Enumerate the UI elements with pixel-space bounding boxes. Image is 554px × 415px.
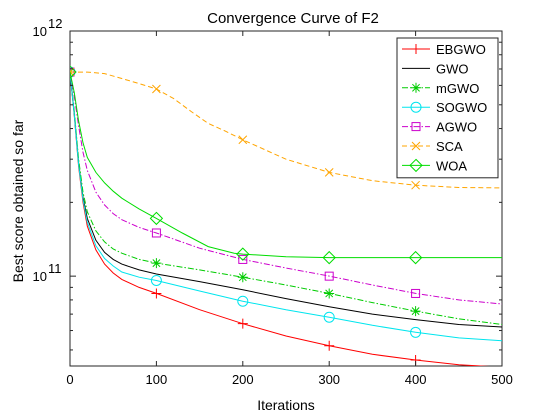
legend-entry-mgwo: mGWO [402, 81, 479, 96]
legend-label-woa: WOA [436, 158, 467, 173]
series-agwo [70, 67, 502, 305]
x-axis-label: Iterations [257, 397, 315, 413]
x-tick-label-400: 400 [405, 372, 427, 387]
marker-ebgwo-300 [324, 340, 335, 351]
series-line-agwo [70, 72, 502, 305]
x-tick-label-100: 100 [146, 372, 168, 387]
marker-woa-0 [70, 65, 77, 79]
marker-sogwo-400 [410, 326, 422, 338]
legend-entry-agwo: AGWO [402, 120, 477, 135]
marker-sogwo-200 [237, 295, 249, 307]
marker-ebgwo-200 [237, 318, 248, 329]
x-tick-label-300: 300 [318, 372, 340, 387]
legend-entry-sca: SCA [402, 139, 463, 154]
chart-title: Convergence Curve of F2 [207, 10, 379, 27]
marker-sca-100 [152, 84, 161, 94]
legend-marker-woa [409, 158, 423, 173]
legend-marker-mgwo [411, 82, 421, 93]
y-tick-label-12: 10 [33, 24, 47, 39]
legend-marker-sogwo [410, 101, 422, 113]
legend-label-ebgwo: EBGWO [436, 42, 486, 57]
marker-sogwo-300 [323, 311, 335, 323]
marker-sca-200 [238, 135, 248, 145]
marker-woa-100 [149, 211, 164, 226]
marker-sogwo-100 [150, 274, 162, 286]
marker-woa-300 [322, 250, 336, 265]
marker-agwo-100 [151, 228, 161, 238]
series-line-mgwo [70, 72, 502, 325]
legend-label-mgwo: mGWO [436, 81, 479, 96]
marker-woa-400 [408, 250, 423, 265]
marker-agwo-200 [238, 254, 248, 264]
y-tick-exponent-11: 11 [48, 261, 62, 276]
legend-marker-ebgwo [411, 44, 421, 54]
legend: EBGWO GWO mGWO SOGWO AGWO SCA WOA [396, 37, 499, 179]
marker-ebgwo-100 [151, 288, 162, 299]
legend-label-sca: SCA [436, 139, 463, 154]
x-tick-label-200: 200 [232, 372, 254, 387]
marker-mgwo-100 [151, 258, 162, 269]
legend-marker-sca [411, 141, 421, 151]
legend-entry-sogwo: SOGWO [402, 100, 487, 115]
legend-label-sogwo: SOGWO [436, 100, 487, 115]
marker-agwo-400 [411, 288, 421, 298]
legend-marker-agwo [411, 122, 421, 132]
marker-mgwo-200 [237, 272, 248, 283]
marker-woa-200 [236, 247, 250, 261]
marker-sca-400 [411, 180, 420, 190]
x-tick-label-0: 0 [66, 372, 73, 387]
series-woa [70, 65, 502, 265]
series-line-sogwo [70, 72, 502, 342]
y-tick-exponent-12: 12 [48, 16, 62, 31]
legend-label-gwo: GWO [436, 61, 469, 76]
legend-entry-ebgwo: EBGWO [402, 42, 486, 57]
x-tick-label-500: 500 [491, 372, 513, 387]
marker-agwo-300 [324, 271, 334, 281]
legend-box [396, 37, 499, 179]
marker-mgwo-400 [410, 306, 421, 317]
y-tick-label-11: 10 [33, 269, 47, 284]
legend-label-agwo: AGWO [436, 120, 477, 135]
legend-entry-gwo: GWO [402, 61, 469, 76]
marker-sca-300 [324, 168, 334, 177]
series-line-woa [70, 71, 502, 259]
series-line-sca [70, 71, 502, 189]
series-mgwo [70, 67, 502, 325]
y-axis-label: Best score obtained so far [10, 119, 26, 282]
series-sca [70, 67, 502, 190]
marker-mgwo-300 [324, 288, 335, 299]
legend-entry-woa: WOA [402, 158, 467, 173]
